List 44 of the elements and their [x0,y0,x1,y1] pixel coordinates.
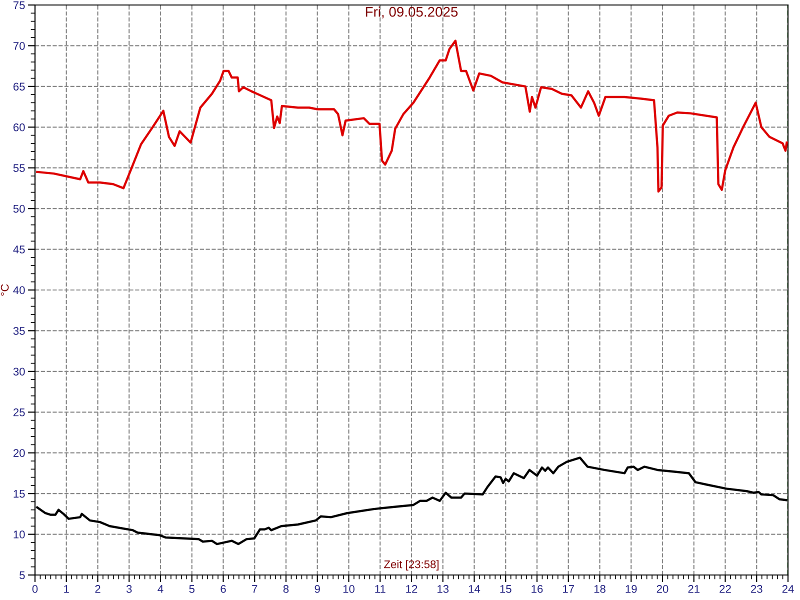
y-tick-label: 40 [13,286,25,294]
y-tick-label: 35 [13,326,25,335]
y-tick-label: 75 [13,1,25,10]
chart-title: Fri, 09.05.2025 [366,6,458,18]
x-tick-label: 4 [158,585,164,593]
y-tick-label: 5 [20,571,25,580]
y-tick-label: 15 [14,490,25,498]
x-tick-label: 22 [720,585,731,593]
x-axis-title: Zeit [23:58] [384,560,439,570]
x-tick-label: 10 [343,585,354,593]
x-tick-label: 23 [751,585,762,593]
x-tick-label: 6 [220,585,226,593]
x-tick-label: 0 [32,585,38,593]
y-tick-label: 55 [13,164,25,172]
y-tick-label: 30 [13,368,25,376]
x-tick-label: 5 [189,585,194,593]
y-tick-label: 20 [13,449,25,457]
y-tick-label: 65 [13,82,25,91]
x-tick-label: 20 [656,585,668,593]
x-tick-label: 21 [688,585,700,593]
x-tick-label: 3 [126,585,132,593]
x-tick-label: 14 [468,585,480,593]
x-tick-label: 2 [95,585,100,593]
x-tick-label: 16 [532,585,543,593]
x-tick-label: 8 [283,585,289,593]
x-tick-label: 1 [64,585,69,593]
x-tick-label: 7 [252,585,258,593]
x-tick-label: 13 [438,585,449,593]
y-tick-label: 60 [13,123,25,132]
x-tick-label: 19 [626,585,637,593]
y-tick-label: 70 [13,42,25,50]
y-tick-label: 10 [14,530,25,538]
x-tick-label: 12 [406,585,418,593]
x-tick-label: 15 [500,585,512,593]
y-tick-label: 45 [13,246,25,254]
x-tick-label: 24 [782,585,794,593]
line-series [36,40,788,193]
x-tick-label: 11 [375,585,386,593]
y-tick-label: 50 [13,204,25,213]
y-axis-title: °C [0,284,9,296]
x-tick-label: 18 [594,585,606,593]
x-tick-label: 9 [314,585,320,593]
y-tick-label: 25 [13,408,25,416]
x-tick-label: 17 [563,585,574,593]
